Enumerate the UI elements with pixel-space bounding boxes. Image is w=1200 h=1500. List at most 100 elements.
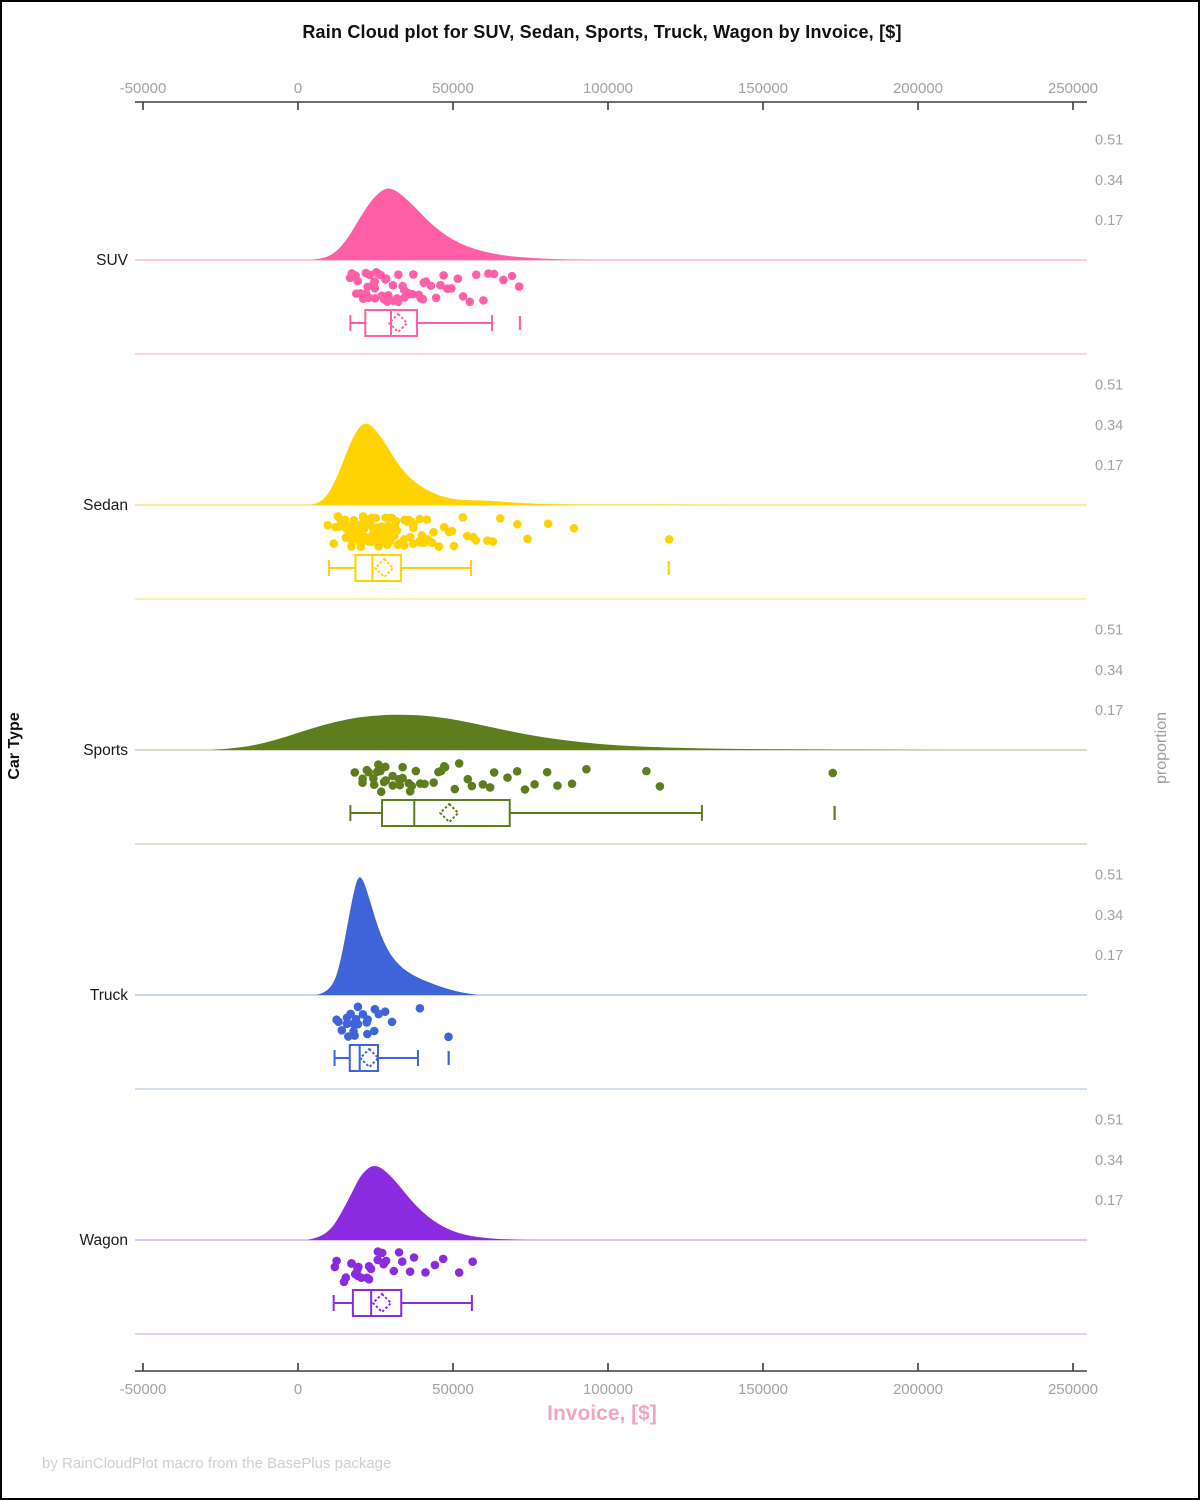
rain-dot-sedan <box>340 515 350 525</box>
rain-dot-sports <box>828 768 838 778</box>
rain-dot-wagon <box>332 1256 341 1266</box>
rain-dot-suv <box>381 274 391 283</box>
category-label-suv: SUV <box>96 252 129 269</box>
x-axis-top-tick-label: -50000 <box>120 80 167 97</box>
rain-dot-truck <box>374 1009 383 1019</box>
x-axis-top: -50000 0 50000 100000 150000 200000 250000 <box>120 80 1098 110</box>
proportion-tick-label: 0.34 <box>1095 908 1123 924</box>
y-axis-label: Car Type <box>6 712 23 780</box>
category-label-wagon: Wagon <box>79 1232 128 1249</box>
rain-dot-suv <box>426 281 436 291</box>
proportion-tick-label: 0.34 <box>1095 173 1123 189</box>
rain-dot-sports <box>369 780 379 790</box>
rain-dot-suv <box>436 280 445 290</box>
mean-diamond-sedan <box>373 557 395 579</box>
box-sedan <box>354 554 402 582</box>
rain-dot-suv <box>363 282 373 292</box>
proportion-tick-label: 0.17 <box>1095 458 1123 474</box>
rain-dot-sedan <box>427 538 437 547</box>
rain-dot-suv <box>479 296 488 305</box>
rain-dot-wagon <box>366 1264 376 1274</box>
rain-dot-sedan <box>422 515 432 524</box>
x-axis-bottom-tick-label: 200000 <box>893 1381 943 1398</box>
rain-dot-truck <box>353 1002 363 1012</box>
x-axis-bottom-tick-label: 150000 <box>738 1381 788 1398</box>
rain-dot-wagon <box>409 1253 419 1262</box>
rain-dot-suv <box>447 284 456 293</box>
x-axis-bottom-tick-label: 50000 <box>432 1381 474 1398</box>
rain-dot-sedan <box>405 532 415 542</box>
rain-dot-sports <box>450 784 460 794</box>
rain-dot-sports <box>542 767 552 777</box>
rain-dot-sedan <box>389 531 399 541</box>
rain-dot-suv <box>408 289 417 299</box>
row-wagon: 0.51 0.34 0.17 Wagon <box>79 1113 1123 1335</box>
mean-diamond-suv <box>387 312 409 334</box>
rain-dot-sedan <box>415 514 424 524</box>
rain-dot-truck <box>444 1032 453 1042</box>
mean-diamond-sports <box>438 802 460 824</box>
rain-dot-sedan <box>367 537 376 547</box>
density-area-suv <box>310 188 593 260</box>
rain-dot-sedan <box>458 513 468 522</box>
proportion-tick-label: 0.34 <box>1095 418 1123 434</box>
rain-dot-sedan <box>447 526 457 536</box>
rain-dot-sedan <box>664 535 674 544</box>
rain-dot-truck <box>346 1009 355 1019</box>
rain-dot-sedan <box>488 537 498 546</box>
x-axis-top-tick-label: 100000 <box>583 80 633 97</box>
rain-dot-truck <box>369 1026 379 1036</box>
proportion-tick-label: 0.34 <box>1095 663 1123 679</box>
rain-dot-sports <box>364 767 373 777</box>
row-truck: 0.51 0.34 0.17 Truck <box>90 868 1123 1090</box>
rain-dot-sports <box>420 779 429 789</box>
x-axis-label: Invoice, [$] <box>547 1402 657 1425</box>
rain-dot-suv <box>418 294 428 304</box>
x-axis-bottom-tick-label: 100000 <box>583 1381 633 1398</box>
rain-dot-sedan <box>409 520 418 529</box>
rain-dot-wagon <box>405 1267 415 1276</box>
rain-dot-sports <box>503 773 512 782</box>
row-suv: 0.51 0.34 0.17 SUV <box>96 133 1123 355</box>
category-label-truck: Truck <box>90 987 128 1004</box>
x-axis-top-tick-label: 200000 <box>893 80 943 97</box>
rain-dot-suv <box>373 269 383 278</box>
rain-dot-sedan <box>449 541 459 551</box>
rain-dot-sedan <box>429 527 438 537</box>
rain-dot-sports <box>642 766 651 776</box>
rain-dot-wagon <box>421 1268 430 1277</box>
rain-dot-sports <box>567 779 577 789</box>
rain-dot-wagon <box>397 1257 407 1266</box>
rain-dot-sports <box>582 764 591 774</box>
rain-dot-suv <box>370 283 380 293</box>
rain-dot-sedan <box>434 542 444 551</box>
rain-dot-sports <box>454 759 464 768</box>
rain-dot-sedan <box>347 542 356 551</box>
density-area-sports <box>211 714 980 750</box>
rain-dot-suv <box>439 271 448 280</box>
density-area-wagon <box>307 1166 534 1240</box>
rain-dot-suv <box>394 270 403 279</box>
rain-dot-sports <box>398 773 407 783</box>
rain-dot-suv <box>507 271 517 281</box>
rain-dot-suv <box>365 270 374 280</box>
rain-dot-sports <box>429 778 438 787</box>
box-plot-wagon <box>332 1289 473 1317</box>
rain-dot-sports <box>395 780 405 790</box>
proportion-tick-label: 0.17 <box>1095 948 1123 964</box>
rain-dot-sports <box>388 781 398 790</box>
rain-dot-truck <box>415 1004 425 1013</box>
rain-dot-suv <box>431 293 441 303</box>
rain-dot-wagon <box>347 1259 356 1268</box>
mean-diamond-wagon <box>371 1292 393 1314</box>
rain-dot-sedan <box>569 523 579 533</box>
rain-dot-truck <box>343 1032 353 1041</box>
x-axis-top-tick-label: 0 <box>294 80 302 97</box>
rain-dot-sedan <box>323 520 333 530</box>
rain-dot-sedan <box>369 513 379 523</box>
rain-dot-suv <box>370 294 380 303</box>
box-truck <box>348 1044 379 1072</box>
rain-dot-truck <box>380 1007 390 1016</box>
rain-dot-suv <box>458 292 468 301</box>
